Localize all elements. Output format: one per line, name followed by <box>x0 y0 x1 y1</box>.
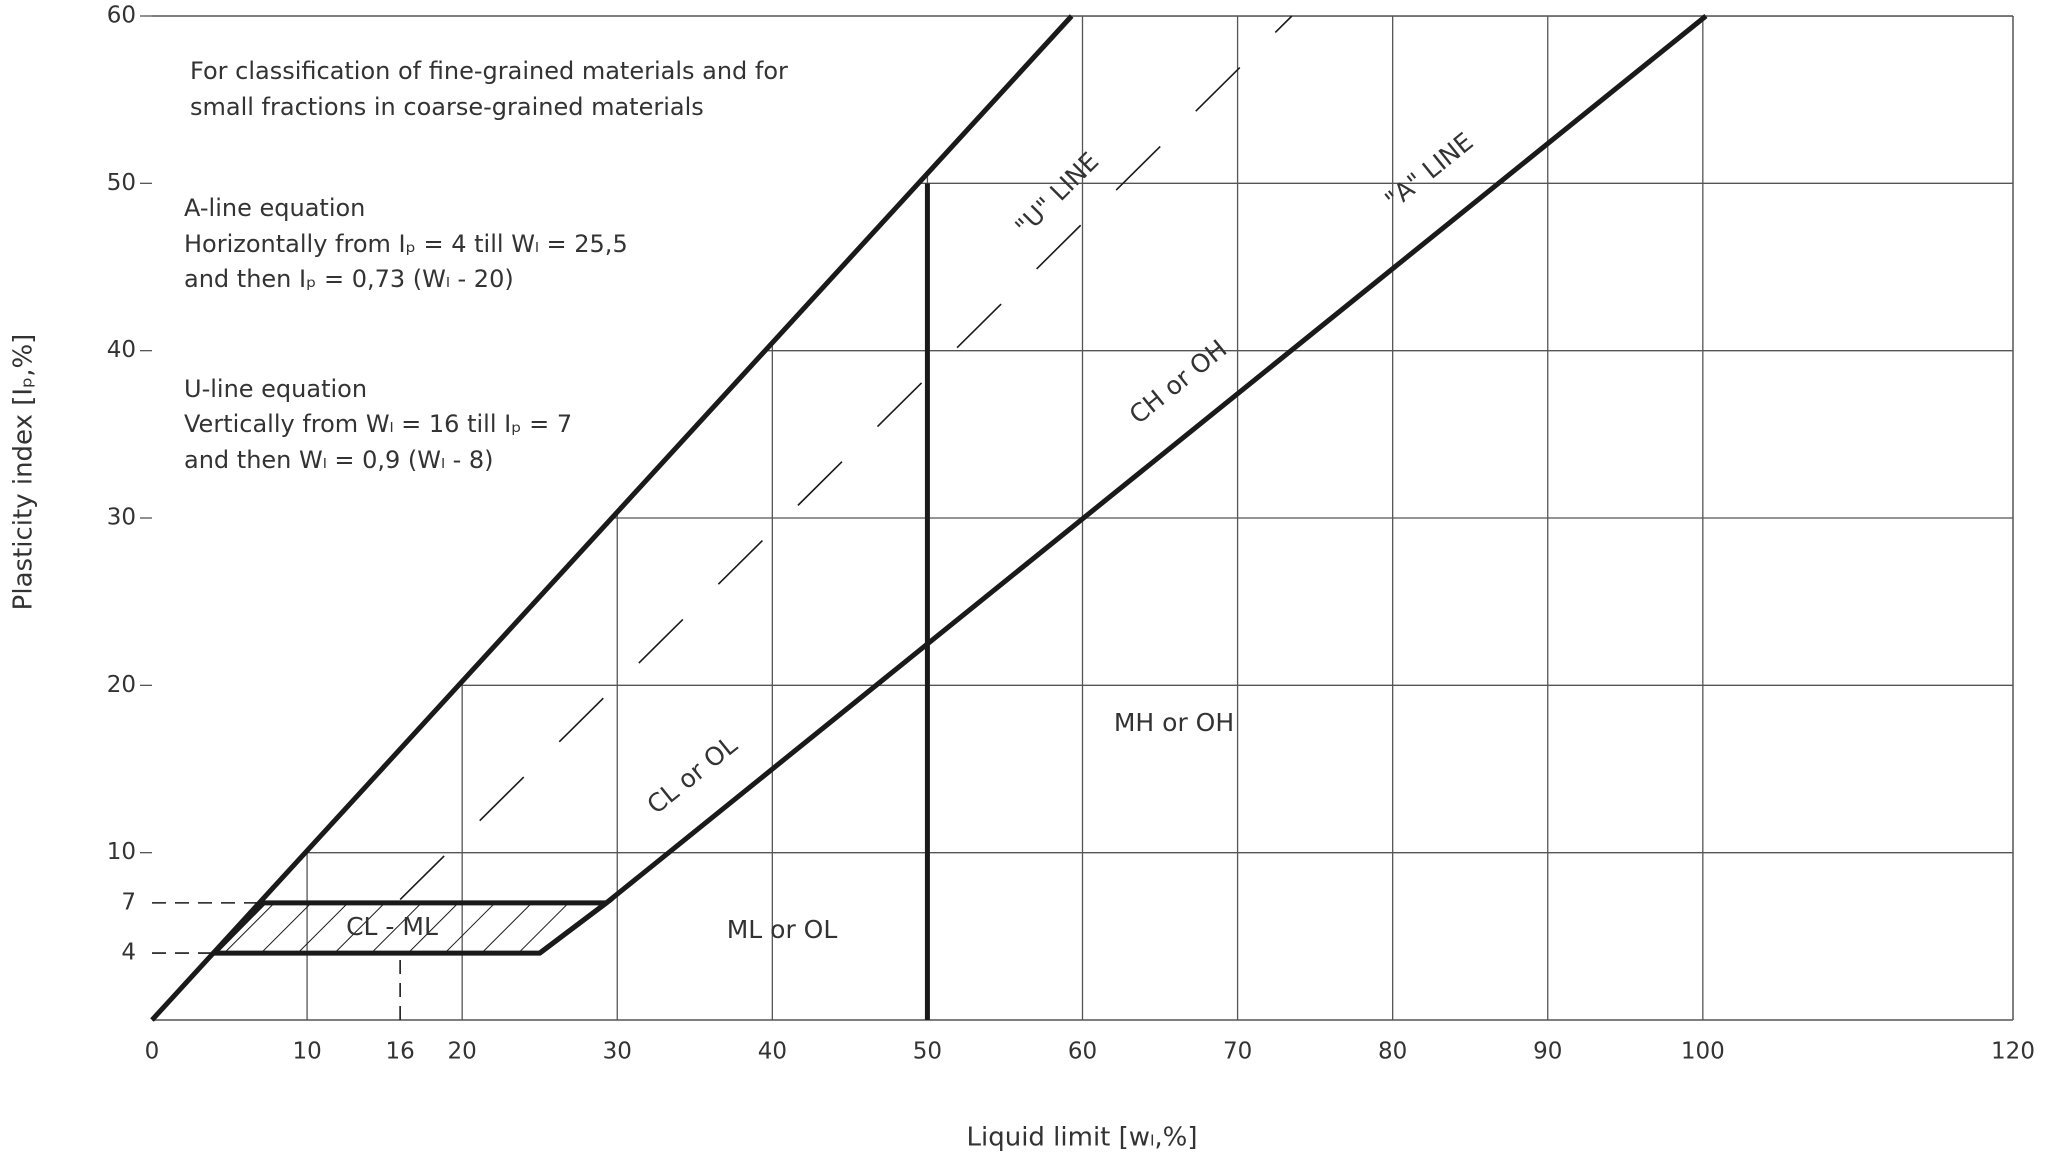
y-tick-label: 7 <box>121 889 136 915</box>
x-tick-label: 20 <box>448 1039 477 1065</box>
x-axis-title: Liquid limit [wₗ,%] <box>967 1123 1198 1153</box>
x-tick-label: 30 <box>603 1039 632 1065</box>
y-axis-title: Plasticity index [Iₚ,%] <box>9 334 39 611</box>
note: and then Iₚ = 0,73 (Wₗ - 20) <box>184 265 514 293</box>
note: Horizontally from Iₚ = 4 till Wₗ = 25,5 <box>184 230 628 258</box>
note: For classification of fine-grained mater… <box>190 57 788 85</box>
y-tick-label: 50 <box>107 170 136 196</box>
line <box>399 15 1293 901</box>
y-tick-label: 30 <box>107 505 136 531</box>
region-label: CH or OH <box>1124 334 1233 430</box>
region-label: MH or OH <box>1114 708 1234 737</box>
note: U-line equation <box>184 375 367 403</box>
region-label: CL - ML <box>346 912 438 941</box>
line <box>538 14 1708 956</box>
marks <box>150 14 1708 1022</box>
note: and then Wₗ = 0,9 (Wₗ - 8) <box>184 446 494 474</box>
x-tick-label: 40 <box>758 1039 787 1065</box>
region-label: "U" LINE <box>1010 147 1105 242</box>
x-tick-label: 120 <box>1991 1039 2035 1065</box>
x-tick-label: 100 <box>1681 1039 1725 1065</box>
region-label: ML or OL <box>727 915 838 944</box>
x-tick-label: 80 <box>1378 1039 1407 1065</box>
note: Vertically from Wₗ = 16 till Iₚ = 7 <box>184 410 572 438</box>
y-tick-label: 20 <box>107 672 136 698</box>
x-tick-label: 0 <box>145 1039 160 1065</box>
y-tick-label: 10 <box>107 839 136 865</box>
x-tick-label: 10 <box>292 1039 321 1065</box>
y-tick-label: 60 <box>107 3 136 29</box>
x-tick-label: 60 <box>1068 1039 1097 1065</box>
y-tick-label: 4 <box>121 940 136 966</box>
region-label: "A" LINE <box>1380 127 1479 215</box>
x-tick-label: 16 <box>385 1039 414 1065</box>
x-tick-label: 50 <box>913 1039 942 1065</box>
note: small fractions in coarse-grained materi… <box>190 93 704 121</box>
y-tick-label: 40 <box>107 337 136 363</box>
note: A-line equation <box>184 194 365 222</box>
x-tick-label: 90 <box>1533 1039 1562 1065</box>
line <box>150 14 1074 1022</box>
hatched-area <box>208 900 614 956</box>
labels: For classification of fine-grained mater… <box>9 3 2035 1153</box>
x-tick-label: 70 <box>1223 1039 1252 1065</box>
